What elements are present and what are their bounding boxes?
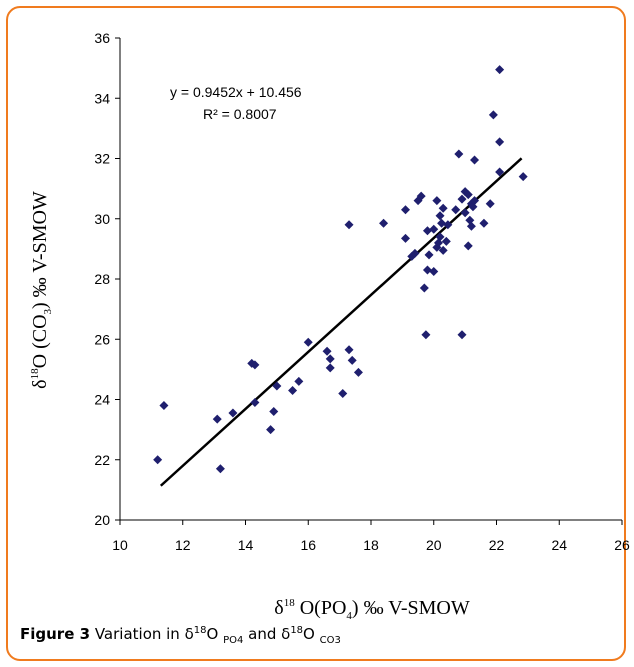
caption-text: Variation in δ18O PO4 and δ18O CO3	[94, 625, 341, 646]
plot-area: 20 22 24 26 28 30 32 34 36 10 12 14 16 18 20 22 24 26	[94, 30, 630, 553]
data-point	[401, 205, 411, 215]
data-point	[266, 425, 276, 435]
trendline-equation: y = 0.9452x + 10.456	[170, 84, 302, 100]
data-point	[441, 236, 451, 246]
data-point	[451, 205, 461, 215]
data-point	[518, 172, 528, 182]
data-point	[460, 208, 470, 218]
y-tick-label: 34	[94, 90, 110, 106]
data-point	[429, 224, 439, 234]
data-point	[466, 221, 476, 231]
y-tick-label: 36	[94, 30, 110, 46]
figure-frame	[6, 6, 626, 661]
data-point	[288, 385, 298, 395]
trendline	[159, 157, 523, 487]
y-tick-label: 32	[94, 151, 110, 167]
y-tick-label: 22	[94, 452, 110, 468]
data-point	[432, 196, 442, 206]
y-axis-title: δ18O (CO3) ‰ V-SMOW	[29, 191, 54, 389]
data-point	[435, 232, 445, 242]
x-tick-label: 14	[238, 537, 254, 553]
data-point	[344, 220, 354, 230]
data-point	[454, 149, 464, 159]
y-tick-label: 30	[94, 211, 110, 227]
x-axis-title: δ18 O(PO4) ‰ V-SMOW	[274, 597, 470, 622]
data-point	[463, 190, 473, 200]
data-point	[379, 218, 389, 228]
data-point	[401, 233, 411, 243]
x-tick-label: 10	[112, 537, 128, 553]
data-point	[470, 155, 480, 165]
data-point	[347, 355, 357, 365]
data-point	[153, 455, 163, 465]
data-point	[479, 218, 489, 228]
data-point	[429, 266, 439, 276]
data-point	[424, 250, 434, 260]
data-point	[159, 401, 169, 411]
data-point	[443, 220, 453, 230]
x-tick-label: 12	[175, 537, 191, 553]
data-point	[325, 363, 335, 373]
caption-label: Figure 3	[20, 625, 91, 643]
data-point	[488, 110, 498, 120]
data-point	[422, 226, 432, 236]
data-point	[435, 211, 445, 221]
data-point	[463, 241, 473, 251]
y-tick-label: 24	[94, 392, 110, 408]
x-tick-label: 18	[363, 537, 379, 553]
figure-caption: Figure 3 Variation in δ18O PO4 and δ18O …	[20, 625, 341, 646]
data-point	[272, 381, 282, 391]
x-tick-label: 22	[489, 537, 505, 553]
data-point	[212, 414, 222, 424]
data-point	[437, 218, 447, 228]
data-point	[353, 367, 363, 377]
data-point	[457, 330, 467, 340]
y-tick-label: 20	[94, 512, 110, 528]
y-tick-label: 26	[94, 331, 110, 347]
data-point	[421, 330, 431, 340]
x-tick-label: 26	[614, 537, 630, 553]
data-point	[470, 196, 480, 206]
data-point	[457, 194, 467, 204]
data-point	[422, 265, 432, 275]
data-point	[419, 283, 429, 293]
data-point	[495, 137, 505, 147]
data-point	[322, 346, 332, 356]
y-tick-label: 28	[94, 271, 110, 287]
data-point	[325, 354, 335, 364]
data-point	[344, 345, 354, 355]
x-tick-label: 20	[426, 537, 442, 553]
data-point	[215, 464, 225, 474]
x-tick-label: 16	[300, 537, 316, 553]
data-point	[416, 191, 426, 201]
data-point	[438, 203, 448, 213]
data-point	[228, 408, 238, 418]
data-point	[294, 376, 304, 386]
data-point	[269, 407, 279, 417]
data-point	[250, 360, 260, 370]
data-point	[303, 337, 313, 347]
x-tick-label: 24	[551, 537, 567, 553]
data-point	[250, 398, 260, 408]
data-point	[485, 199, 495, 209]
data-point	[438, 245, 448, 255]
data-point	[338, 388, 348, 398]
r-squared-label: R² = 0.8007	[203, 106, 277, 122]
data-point	[410, 248, 420, 258]
data-point	[495, 65, 505, 75]
data-point	[495, 167, 505, 177]
